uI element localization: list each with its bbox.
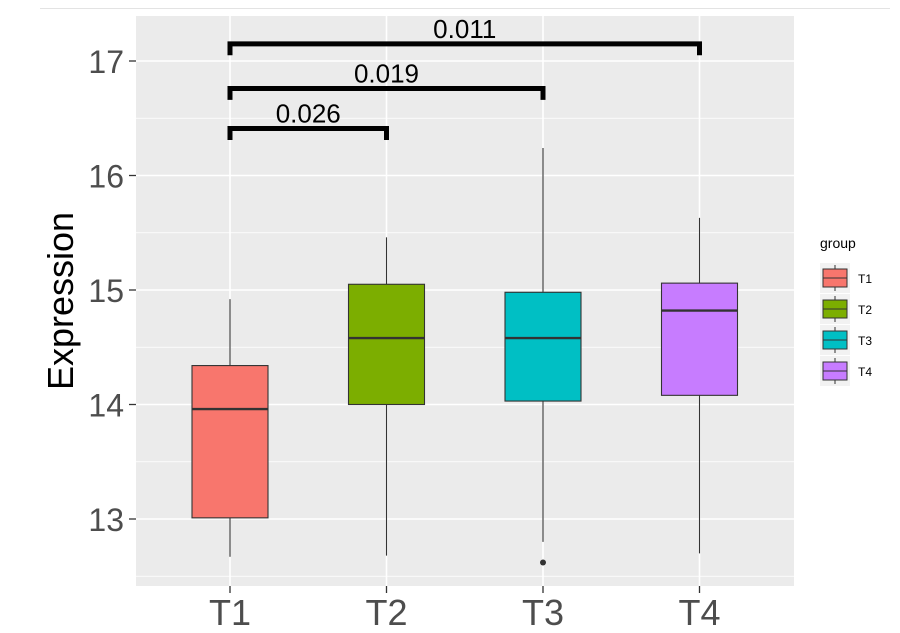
y-tick-label: 13 [88,502,124,538]
x-tick-label: T1 [209,592,251,628]
y-tick-label: 16 [88,159,124,195]
y-tick-label: 17 [88,44,124,80]
top-rule [40,8,890,9]
y-tick-label: 15 [88,273,124,309]
legend-entry-t1: T1 [820,263,872,293]
boxes [191,148,739,566]
comparison-brackets: 0.026 0.019 0.011 [227,14,702,141]
legend-label: T4 [858,365,872,379]
box-t1 [191,299,269,557]
legend-entry-t4: T4 [820,356,872,386]
legend-label: T2 [858,303,872,317]
bracket-line [227,85,546,100]
legend-entry-t3: T3 [820,325,872,355]
legend-title: group [820,235,856,251]
box-iqr [660,282,739,396]
bracket-t1-t4: 0.011 [227,14,702,56]
bracket-t1-t2: 0.026 [227,99,389,141]
y-axis-title: Expression [40,212,81,390]
legend-label: T3 [858,334,872,348]
x-axis: T1 T2 T3 T4 [209,586,721,633]
p-value-label: 0.026 [276,99,341,129]
bracket-t1-t3: 0.019 [227,58,546,100]
x-tick-label: T2 [365,592,407,628]
box-t4 [660,217,739,554]
outlier-point [540,559,546,566]
bracket-line [227,41,702,56]
box-t2 [347,237,426,556]
y-axis: 13 14 15 16 17 [88,44,136,538]
box-iqr [191,365,269,519]
box-iqr [347,283,426,406]
y-tick-label: 14 [88,388,124,424]
legend: group T1 T2 T3 T4 [820,235,872,386]
x-tick-label: T3 [522,592,564,628]
box-iqr [504,291,582,402]
legend-label: T1 [858,272,872,286]
p-value-label: 0.011 [433,14,496,44]
bracket-line [227,126,389,141]
x-tick-label: T4 [678,592,720,628]
box-t3 [504,148,582,566]
legend-entry-t2: T2 [820,294,872,324]
p-value-label: 0.019 [354,58,419,88]
